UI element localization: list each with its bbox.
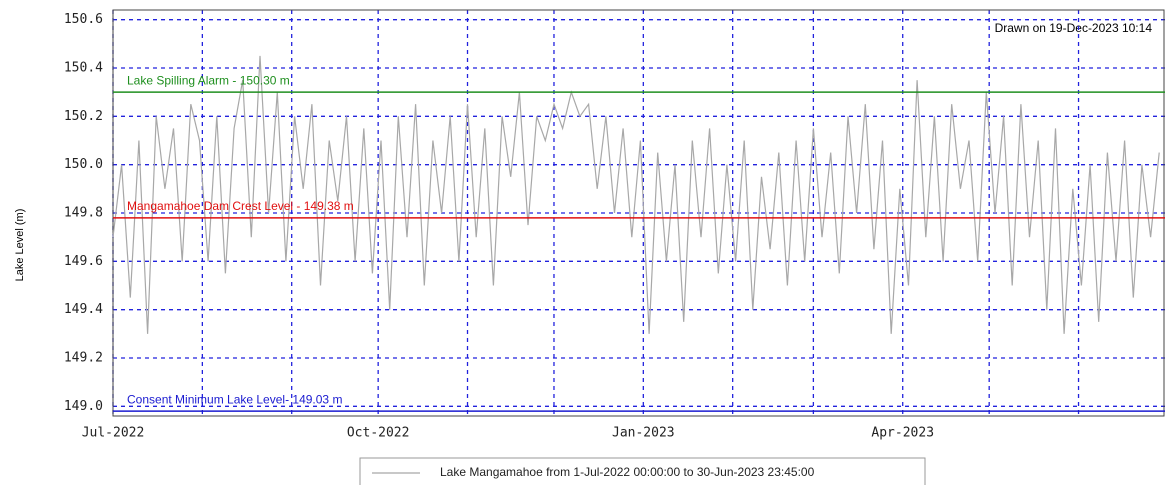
legend-label: Lake Mangamahoe from 1-Jul-2022 00:00:00…	[440, 465, 815, 479]
y-tick-label: 150.0	[64, 157, 103, 172]
legend	[359, 457, 926, 485]
plot-frame	[112, 9, 1165, 417]
y-axis-label: Lake Level (m)	[14, 209, 26, 282]
reference-label: Consent Minimum Lake Level- 149.03 m	[127, 392, 342, 406]
reference-label: Mangamahoe Dam Crest Level - 149.38 m	[127, 199, 354, 213]
y-tick-label: 149.2	[64, 351, 103, 366]
y-tick-label: 149.8	[64, 206, 103, 221]
x-tick-label: Jan-2023	[612, 426, 675, 441]
x-tick-label: Apr-2023	[871, 426, 934, 441]
data-line	[112, 55, 1160, 334]
y-tick-label: 150.6	[64, 12, 103, 27]
y-tick-label: 150.4	[64, 61, 103, 76]
y-tick-label: 150.2	[64, 109, 103, 124]
y-tick-label: 149.4	[64, 302, 103, 317]
x-tick-label: Oct-2022	[347, 426, 410, 441]
x-tick-label: Jul-2022	[82, 426, 145, 441]
annotation: Drawn on 19-Dec-2023 10:14	[995, 21, 1153, 35]
reference-label: Lake Spilling Alarm - 150.30 m	[127, 73, 290, 87]
y-tick-label: 149.6	[64, 254, 103, 269]
y-tick-label: 149.0	[64, 399, 103, 414]
